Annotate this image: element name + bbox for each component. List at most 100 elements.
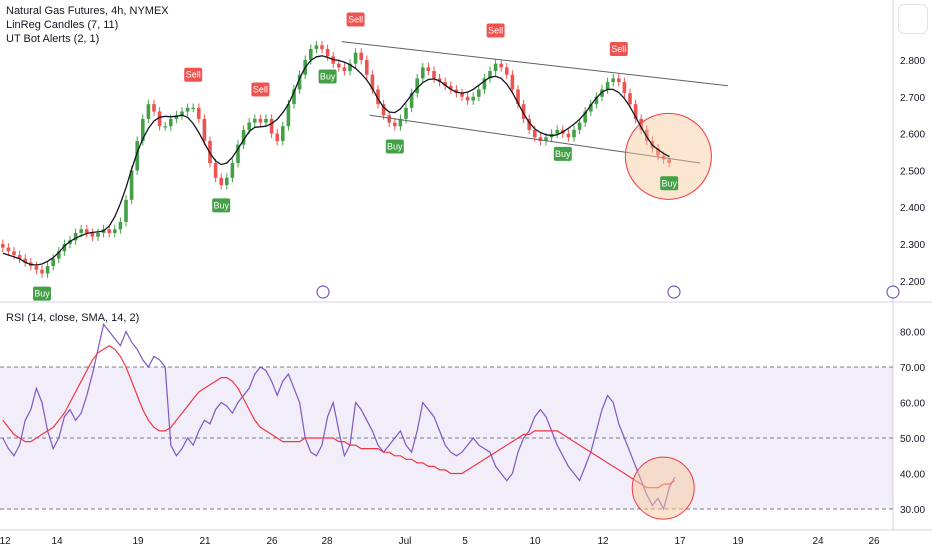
candle-body: [253, 118, 257, 123]
candle-body: [292, 89, 296, 105]
channel-trend-line: [341, 41, 729, 87]
candle-body: [57, 251, 61, 259]
time-tick-label: 12: [0, 536, 11, 547]
candle-body: [180, 111, 184, 116]
candle-body: [269, 118, 274, 134]
candle-body: [141, 118, 145, 141]
candle-body: [667, 159, 671, 164]
candle-body: [342, 67, 347, 72]
signal-box: [486, 23, 505, 38]
candle-body: [191, 107, 195, 110]
rsi-highlight-circle: [631, 456, 695, 520]
candle-body: [275, 133, 279, 141]
signal-label: Buy: [213, 200, 229, 210]
candle-body: [443, 82, 447, 86]
event-marker-icon: [667, 285, 681, 299]
price-tick-label: 2.700: [900, 93, 925, 104]
candle-body: [577, 122, 582, 130]
candle-body: [432, 71, 436, 79]
candle-body: [555, 129, 559, 134]
signal-box: [184, 67, 203, 82]
rsi-sma-line: [2, 344, 676, 489]
candle-body: [645, 129, 649, 141]
candle-body: [437, 78, 442, 83]
candle-body: [600, 89, 604, 97]
chart-corner-button[interactable]: [898, 4, 928, 34]
signal-label: Sell: [611, 44, 626, 54]
candle-body: [348, 63, 352, 72]
candle-body: [415, 78, 419, 94]
candle-body: [241, 129, 246, 145]
price-tick-label: 2.200: [900, 277, 925, 288]
candle-body: [45, 266, 50, 274]
candle-body: [213, 163, 218, 178]
signal-box: [660, 176, 679, 191]
candle-body: [281, 126, 285, 141]
candle-body: [118, 221, 123, 230]
candle-body: [258, 118, 263, 123]
time-tick-label: 17: [674, 536, 686, 547]
price-candles: [0, 40, 671, 278]
rsi-tick-label: 40.00: [900, 470, 925, 481]
candle-body: [40, 269, 44, 274]
candle-body: [174, 115, 179, 119]
signal-label: Sell: [186, 70, 201, 80]
candle-body: [353, 52, 358, 64]
candle-body: [309, 48, 313, 60]
candle-body: [426, 67, 431, 72]
candle-body: [566, 133, 571, 138]
candle-body: [146, 104, 151, 119]
candle-body: [404, 107, 408, 119]
candle-body: [73, 232, 78, 241]
candle-body: [538, 137, 543, 141]
candle-body: [493, 63, 498, 72]
signal-label: Sell: [488, 26, 503, 36]
candle-body: [594, 96, 599, 105]
candle-body: [359, 52, 363, 60]
candle-body: [325, 48, 330, 57]
candle-body: [477, 89, 481, 97]
signal-label: Buy: [387, 141, 403, 151]
time-axis: 12 14 19 21 26 28 Jul 5 10 12 17 19 24 26: [0, 536, 880, 547]
candle-body: [516, 89, 520, 105]
legend-title: Natural Gas Futures, 4h, NYMEX: [6, 5, 169, 17]
candle-body: [365, 60, 369, 75]
legend-indicator-linreg: LinReg Candles (7, 11): [6, 19, 119, 31]
candle-body: [85, 229, 89, 233]
buy-signal: Buy: [660, 176, 679, 191]
main-pane-grid: [0, 0, 932, 531]
candle-body: [225, 177, 229, 186]
candle-body: [381, 104, 386, 116]
candle-body: [6, 247, 11, 252]
candle-body: [510, 74, 515, 90]
candle-body: [583, 111, 587, 123]
candle-body: [499, 63, 503, 68]
candle-body: [34, 266, 39, 270]
candle-body: [505, 67, 509, 75]
channel-trend-line: [369, 114, 701, 164]
candle-body: [17, 255, 22, 259]
sell-signal: Sell: [346, 12, 365, 27]
candle-body: [124, 199, 128, 222]
time-tick-label: Jul: [399, 536, 412, 547]
buy-signal: Buy: [212, 198, 231, 213]
linreg-curve: [2, 55, 670, 266]
candle-body: [185, 107, 190, 112]
time-tick-label: 28: [321, 536, 333, 547]
signal-box: [553, 146, 572, 161]
candle-body: [521, 104, 526, 119]
candle-body: [628, 93, 632, 105]
candle-body: [454, 89, 459, 94]
candle-body: [409, 93, 414, 108]
event-marker-icon: [886, 285, 900, 299]
candle-body: [264, 118, 268, 123]
candle-body: [633, 104, 638, 119]
candle-body: [113, 229, 117, 233]
candle-body: [611, 78, 615, 83]
candle-body: [236, 144, 240, 164]
candle-body: [0, 244, 5, 248]
signal-label: Sell: [348, 15, 363, 25]
candle-body: [376, 89, 380, 105]
candle-body: [471, 96, 475, 101]
